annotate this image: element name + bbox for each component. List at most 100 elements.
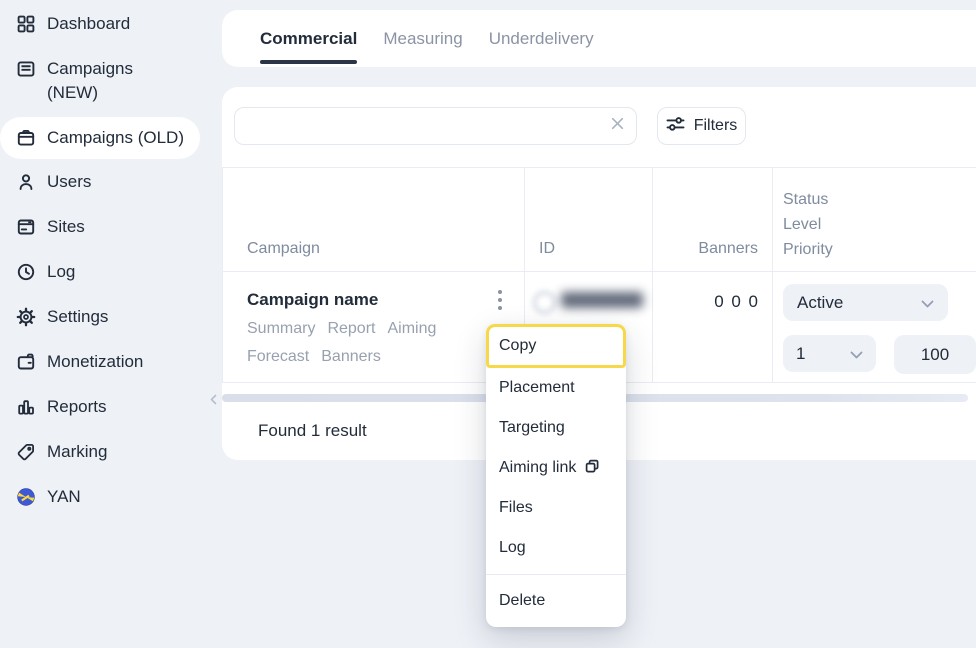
users-icon: [16, 172, 36, 192]
link-summary[interactable]: Summary: [247, 320, 316, 337]
menu-item-label: Delete: [499, 592, 546, 609]
tab-underdelivery[interactable]: Underdelivery: [489, 10, 594, 67]
log-icon: [16, 262, 36, 282]
tab-commercial[interactable]: Commercial: [260, 10, 358, 67]
sidebar-item-label: Monetization: [47, 352, 144, 371]
tab-label: Commercial: [260, 28, 358, 48]
sidebar-item-label: Campaigns (NEW): [47, 59, 133, 102]
column-header-campaign: Campaign: [223, 168, 525, 271]
link-report[interactable]: Report: [327, 320, 376, 337]
link-aiming[interactable]: Aiming: [387, 320, 437, 337]
wallet-icon: [16, 352, 36, 372]
sidebar-item-label: Log: [47, 262, 76, 281]
filters-button[interactable]: Filters: [657, 107, 746, 145]
level-select[interactable]: 1: [783, 335, 876, 372]
sidebar-item-users[interactable]: Users: [0, 170, 212, 194]
menu-item-log[interactable]: Log: [486, 528, 626, 568]
sidebar-item-label: Dashboard: [47, 14, 131, 33]
sidebar-item-sites[interactable]: Sites: [0, 215, 212, 239]
sidebar-item-label: Marking: [47, 442, 108, 461]
sites-icon: [16, 217, 36, 237]
level-select-value: 1: [796, 343, 806, 363]
menu-item-label: Copy: [499, 337, 537, 354]
bar-chart-icon: [16, 397, 36, 417]
sidebar-item-label: Users: [47, 172, 92, 191]
campaigns-new-icon: [16, 59, 36, 79]
id-copy-icon-blurred: [533, 291, 556, 314]
sidebar-item-campaigns-old[interactable]: Campaigns (OLD): [0, 117, 200, 159]
menu-item-copy[interactable]: Copy: [486, 324, 626, 368]
yan-logo-icon: [16, 487, 36, 507]
row-actions-kebab-icon[interactable]: [494, 286, 506, 314]
campaign-links-line1: Summary Report Aiming: [247, 320, 524, 338]
close-icon: [610, 116, 625, 136]
sliders-icon: [666, 116, 685, 137]
tab-measuring[interactable]: Measuring: [383, 10, 462, 67]
menu-item-targeting[interactable]: Targeting: [486, 408, 626, 448]
filters-button-label: Filters: [693, 117, 738, 134]
status-select[interactable]: Active: [783, 284, 948, 321]
search-box: [234, 107, 637, 145]
sidebar-item-reports[interactable]: Reports: [0, 395, 212, 419]
menu-item-delete[interactable]: Delete: [486, 581, 626, 621]
column-header-id: ID: [525, 168, 653, 271]
sidebar-item-log[interactable]: Log: [0, 260, 212, 284]
scroll-left-icon[interactable]: [210, 392, 217, 410]
header-line-level: Level: [783, 216, 822, 233]
sidebar-item-marking[interactable]: Marking: [0, 440, 212, 464]
menu-item-label: Files: [499, 499, 533, 516]
sidebar-item-label: Settings: [47, 307, 109, 326]
header-line-status: Status: [783, 191, 829, 208]
menu-divider: [486, 574, 626, 575]
gear-icon: [16, 307, 36, 327]
clear-search-button[interactable]: [598, 108, 636, 144]
menu-item-label: Aiming link: [499, 459, 577, 476]
menu-item-files[interactable]: Files: [486, 488, 626, 528]
sidebar-item-settings[interactable]: Settings: [0, 305, 212, 329]
dashboard-icon: [16, 14, 36, 34]
tab-bar: Commercial Measuring Underdelivery: [222, 10, 976, 67]
copy-icon: [584, 458, 600, 479]
campaign-cell: Campaign name Summary Report Aiming Fore…: [223, 272, 525, 382]
header-line-priority: Priority: [783, 241, 833, 258]
campaign-id-blurred: [561, 292, 643, 308]
main-panel: Filters Campaign ID Banners Status Level…: [210, 87, 976, 460]
campaign-name[interactable]: Campaign name: [247, 290, 379, 309]
sidebar-item-campaigns-new[interactable]: Campaigns (NEW): [0, 57, 212, 105]
row-context-menu: Copy Placement Targeting Aiming link Fil…: [486, 324, 626, 627]
sidebar-item-label: Reports: [47, 397, 107, 416]
table-header-row: Campaign ID Banners Status Level Priorit…: [223, 168, 976, 271]
column-header-status-level-priority: Status Level Priority: [773, 168, 976, 271]
status-cell: Active 1: [773, 272, 976, 382]
menu-item-label: Placement: [499, 379, 575, 396]
sidebar-item-dashboard[interactable]: Dashboard: [0, 12, 212, 36]
link-forecast[interactable]: Forecast: [247, 348, 310, 365]
active-tab-underline: [260, 60, 358, 64]
tab-label: Measuring: [383, 28, 463, 48]
level-priority-row: 1: [783, 335, 976, 374]
tab-label: Underdelivery: [488, 28, 594, 48]
chevron-down-icon: [921, 293, 934, 313]
sidebar-item-label: Campaigns (OLD): [47, 128, 184, 147]
sidebar-item-yan[interactable]: YAN: [0, 485, 212, 509]
column-header-banners: Banners: [653, 168, 773, 271]
sidebar-item-monetization[interactable]: Monetization: [0, 350, 212, 374]
campaign-links-line2: Forecast Banners: [247, 348, 524, 366]
campaigns-old-icon: [16, 128, 36, 148]
banners-cell: 0 0 0: [653, 272, 773, 382]
tag-icon: [16, 442, 36, 462]
results-count: Found 1 result: [258, 421, 367, 440]
status-select-value: Active: [797, 292, 844, 312]
menu-item-label: Log: [499, 539, 526, 556]
search-input[interactable]: [235, 117, 598, 135]
priority-input[interactable]: [894, 335, 976, 374]
sidebar: Dashboard Campaigns (NEW) Campaigns: [0, 0, 212, 530]
link-banners[interactable]: Banners: [321, 348, 381, 365]
sidebar-item-label: Sites: [47, 217, 85, 236]
menu-item-aiming-link[interactable]: Aiming link: [486, 448, 626, 488]
menu-item-placement[interactable]: Placement: [486, 368, 626, 408]
chevron-down-icon: [850, 344, 863, 364]
menu-item-label: Targeting: [499, 419, 565, 436]
sidebar-item-label: YAN: [47, 487, 81, 506]
